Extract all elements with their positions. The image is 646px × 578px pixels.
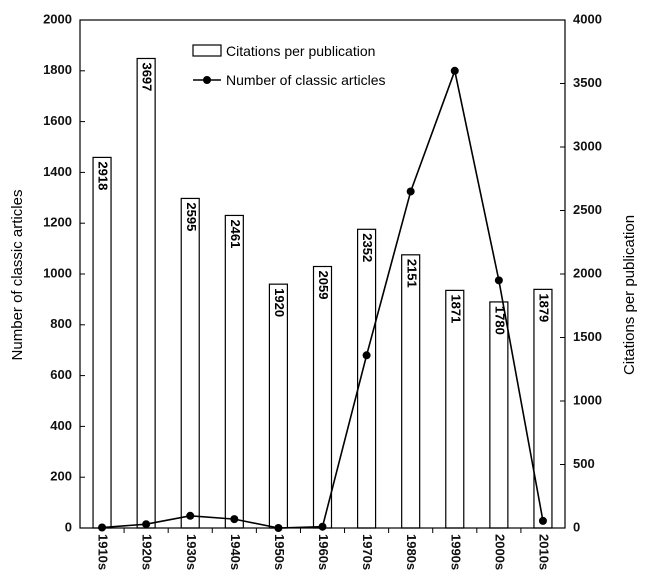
left-tick-label: 2000: [43, 11, 72, 26]
line-point: [450, 66, 459, 75]
bar: [268, 283, 289, 529]
right-tick-label: 500: [573, 456, 595, 471]
left-tick-label: 1200: [43, 215, 72, 230]
bar-value-label: 1920: [272, 288, 287, 317]
line-point: [186, 511, 195, 520]
line-point: [362, 351, 371, 360]
left-tick-label: 400: [50, 418, 72, 433]
left-tick-label: 1800: [43, 62, 72, 77]
x-tick-label: 2010s: [537, 534, 552, 570]
x-tick-label: 1940s: [228, 534, 243, 570]
bar-value-label: 2151: [404, 259, 419, 288]
right-tick-label: 1500: [573, 329, 602, 344]
x-tick-label: 1910s: [96, 534, 111, 570]
x-tick-label: 1930s: [184, 534, 199, 570]
bar: [180, 197, 200, 529]
left-tick-label: 600: [50, 367, 72, 382]
bar-labels: 2918 3697 2595 2461 1920 2059 2352 2151 1871 1780…: [96, 62, 552, 334]
bar: [401, 254, 421, 529]
x-tick-label: 1970s: [360, 534, 375, 570]
bar-value-label: 2918: [96, 161, 111, 190]
bar: [445, 289, 465, 529]
right-axis-title: Citations per publication: [621, 215, 638, 375]
left-axis-title: Number of classic articles: [9, 190, 26, 361]
left-tick-label: 1400: [43, 164, 72, 179]
bar-series: [92, 57, 553, 529]
bar-value-label: 2461: [228, 219, 243, 248]
x-tick-label: 1960s: [316, 534, 331, 570]
x-tick-label: 2000s: [492, 534, 507, 570]
x-tick-label: 1950s: [272, 534, 287, 570]
right-tick-label: 1000: [573, 392, 602, 407]
right-tick-label: 0: [573, 519, 580, 534]
bar: [533, 288, 553, 529]
right-tick-label: 3000: [573, 138, 602, 153]
bar-value-label: 3697: [140, 62, 155, 91]
bar: [136, 57, 156, 529]
line-point: [538, 516, 547, 525]
legend-marker: [203, 76, 211, 84]
left-tick-label: 0: [65, 519, 72, 534]
right-tick-label: 2000: [573, 265, 602, 280]
line-point: [230, 515, 239, 524]
line-point: [318, 522, 327, 531]
left-tick-label: 800: [50, 316, 72, 331]
legend-bar-swatch: [192, 44, 222, 57]
right-axis-ticks: 0 500 1000 1500 2000 2500 3000 3500 4000: [560, 11, 602, 534]
line-point: [494, 276, 503, 285]
left-tick-label: 200: [50, 469, 72, 484]
line-point: [406, 187, 415, 196]
x-tick-label: 1980s: [404, 534, 419, 570]
bar-value-label: 1871: [448, 294, 463, 323]
bar-value-label: 2352: [360, 233, 375, 262]
x-tick-label: 1920s: [140, 534, 155, 570]
left-tick-label: 1000: [43, 265, 72, 280]
bar-value-label: 1879: [537, 293, 552, 322]
right-tick-label: 4000: [573, 11, 602, 26]
legend-label-articles: Number of classic articles: [226, 72, 386, 88]
left-tick-label: 1600: [43, 113, 72, 128]
legend-label-citations: Citations per publication: [226, 43, 375, 59]
bar-value-label: 2059: [316, 271, 331, 300]
bar-value-label: 2595: [184, 202, 199, 231]
right-tick-label: 2500: [573, 202, 602, 217]
line-point: [142, 520, 151, 529]
x-axis-ticks: 1910s 1920s 1930s 1940s 1950s 1960s 1970s 1980s…: [96, 528, 552, 570]
legend: Citations per publication Number of clas…: [192, 43, 386, 88]
bar: [489, 301, 509, 529]
bar: [92, 156, 112, 529]
bar: [312, 265, 333, 529]
bar-value-label: 1780: [492, 306, 507, 335]
bar: [224, 214, 244, 529]
left-axis-ticks: 0 200 400 600 800 1000 1200 1400 1600 1800 2000: [43, 11, 85, 534]
right-tick-label: 3500: [573, 75, 602, 90]
x-tick-label: 1990s: [448, 534, 463, 570]
